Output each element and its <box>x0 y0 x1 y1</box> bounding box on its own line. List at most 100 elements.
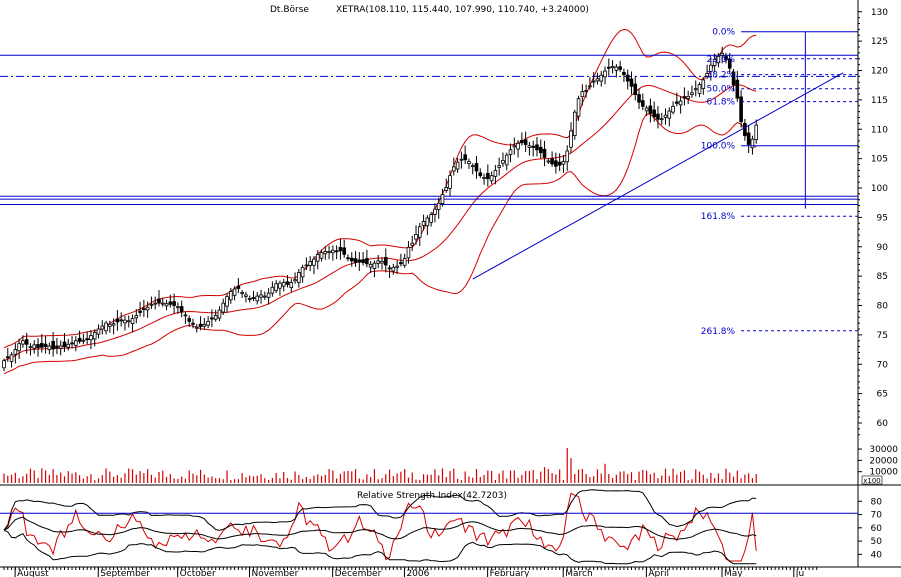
candle-body <box>716 56 721 64</box>
candle-body <box>705 73 709 77</box>
candle-body <box>58 345 63 349</box>
candle-body <box>111 323 116 326</box>
bollinger-middle-line <box>3 84 757 362</box>
candle-body <box>470 165 475 168</box>
bollinger-bands <box>3 28 757 375</box>
candle-body <box>686 95 690 99</box>
candle-body <box>523 139 528 145</box>
candle-body <box>263 295 267 298</box>
candle-body <box>255 295 260 302</box>
candle-body <box>36 344 40 349</box>
month-label: October <box>180 569 216 577</box>
candle-body <box>164 303 169 307</box>
candle-body <box>697 84 702 94</box>
candle-body <box>47 345 52 351</box>
rsi-axis: 40 50 60 70 80 <box>858 497 882 560</box>
candle-body <box>353 258 358 264</box>
candle-body <box>21 340 25 345</box>
candle-body <box>338 247 343 252</box>
candle-body <box>727 58 732 69</box>
candle-body <box>417 226 422 238</box>
candle-body <box>331 249 335 254</box>
month-label: December <box>335 569 382 577</box>
fibonacci-level-label: 0.0% <box>712 28 735 38</box>
candle-body <box>614 66 619 71</box>
candle-body <box>172 301 176 306</box>
candle-body <box>406 246 411 259</box>
price-tick-label: 100 <box>871 184 888 194</box>
candle-body <box>293 279 297 282</box>
candle-body <box>74 340 78 346</box>
price-tick-label: 105 <box>871 155 888 165</box>
candle-body <box>436 202 441 210</box>
candle-body <box>739 96 743 123</box>
candle-body <box>285 281 290 285</box>
candle-body <box>9 354 14 362</box>
candle-body <box>130 318 135 324</box>
candle-body <box>625 74 630 82</box>
candle-body <box>433 208 437 215</box>
candle-body <box>425 217 430 227</box>
candle-body <box>327 251 331 253</box>
candle-body <box>455 161 460 170</box>
bollinger-upper-line <box>3 28 757 349</box>
candle-body <box>289 282 294 289</box>
candle-body <box>678 100 683 106</box>
candle-body <box>376 260 381 264</box>
candle-body <box>550 158 554 165</box>
candle-body <box>187 318 192 322</box>
candle-body <box>236 285 241 289</box>
candle-body <box>89 335 93 341</box>
candle-body <box>145 306 150 311</box>
rsi-tick-label: 50 <box>871 537 883 547</box>
candle-body <box>554 160 558 167</box>
candle-body <box>142 308 146 311</box>
candle-body <box>565 150 570 163</box>
month-label: August <box>17 569 49 577</box>
candle-body <box>349 257 354 262</box>
candle-body <box>24 339 29 345</box>
rsi-tick-label: 60 <box>871 524 883 534</box>
candle-body <box>312 258 316 266</box>
candle-body <box>274 283 278 291</box>
volume-tick-label: 30000 <box>869 445 898 455</box>
bollinger-lower-line <box>3 113 757 375</box>
candle-body <box>531 145 535 148</box>
candle-body <box>66 343 71 348</box>
candle-body <box>709 64 713 72</box>
candle-body <box>281 282 286 287</box>
rsi-panel: Relative Strength Index(42.7203) 4050607… <box>0 489 882 565</box>
rsi-tick-label: 40 <box>871 550 883 560</box>
candle-body <box>119 319 123 322</box>
candle-body <box>210 317 214 320</box>
candle-body <box>648 105 653 114</box>
candle-body <box>225 296 229 307</box>
candle-body <box>557 161 562 166</box>
rsi-middle-band <box>3 516 757 540</box>
candle-body <box>572 111 577 136</box>
fibonacci-level-label: 161.8% <box>701 212 736 222</box>
volume-tick-label: 20000 <box>869 456 898 466</box>
candle-body <box>754 124 759 140</box>
month-label: April <box>648 569 669 577</box>
rsi-lower-band <box>3 529 757 565</box>
candle-body <box>535 144 539 151</box>
volume-unit-box <box>861 475 883 485</box>
candlesticks <box>2 46 759 372</box>
candle-body <box>266 292 271 298</box>
candle-body <box>43 343 48 348</box>
candle-body <box>134 315 139 319</box>
fibonacci-level-label: 50.0% <box>707 85 736 95</box>
candle-body <box>569 130 573 148</box>
candle-body <box>750 138 755 149</box>
candle-body <box>720 53 724 56</box>
month-label: 2006 <box>406 569 429 577</box>
candle-body <box>115 318 120 323</box>
candle-body <box>489 175 494 182</box>
candle-body <box>486 172 490 179</box>
candle-body <box>176 306 180 309</box>
rsi-lines <box>0 489 858 565</box>
candle-body <box>504 154 509 166</box>
